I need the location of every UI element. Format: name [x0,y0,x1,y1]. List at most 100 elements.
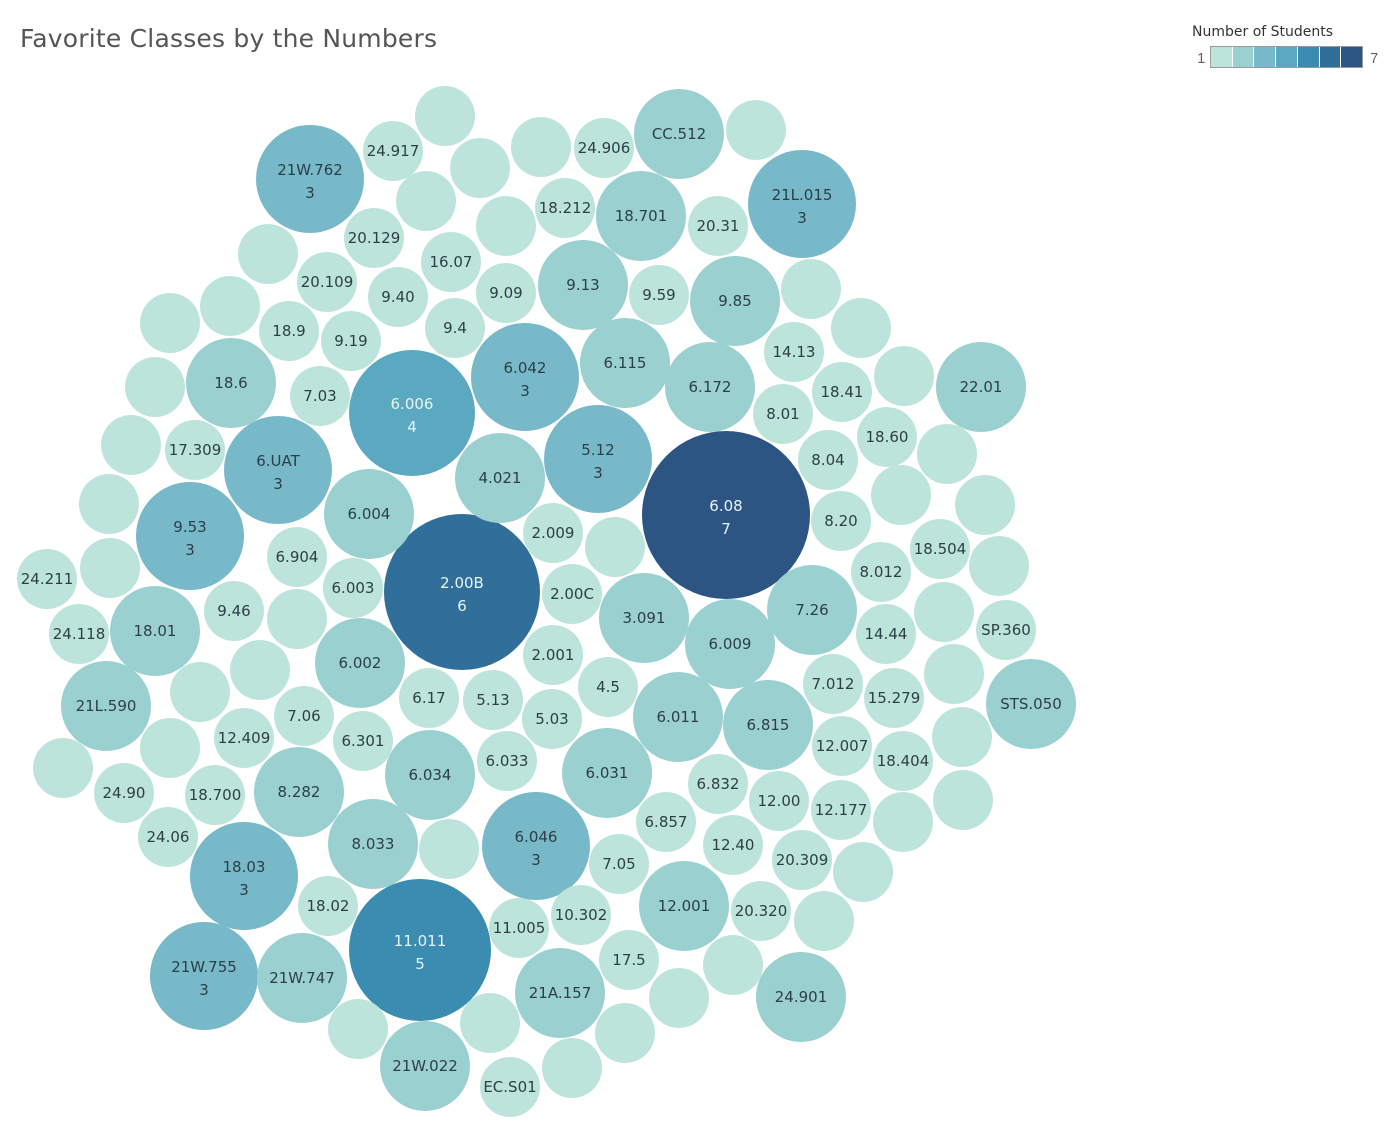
bubble[interactable] [578,657,638,717]
bubble[interactable] [633,672,723,762]
bubble[interactable] [857,407,917,467]
bubble[interactable] [856,604,916,664]
bubble[interactable] [874,346,934,406]
bubble[interactable] [450,138,510,198]
bubble[interactable] [138,807,198,867]
bubble[interactable] [955,475,1015,535]
bubble[interactable] [873,731,933,791]
bubble[interactable] [323,558,383,618]
bubble[interactable] [515,948,605,1038]
bubble[interactable] [703,815,763,875]
bubble[interactable] [349,350,475,476]
bubble[interactable] [396,171,456,231]
bubble[interactable] [415,86,475,146]
bubble[interactable] [165,420,225,480]
bubble[interactable] [871,465,931,525]
bubble[interactable] [914,582,974,642]
bubble[interactable] [873,792,933,852]
bubble[interactable] [476,196,536,256]
bubble[interactable] [812,716,872,776]
bubble[interactable] [756,952,846,1042]
bubble[interactable] [136,482,244,590]
bubble[interactable] [976,600,1036,660]
bubble[interactable] [851,542,911,602]
bubble[interactable] [186,338,276,428]
bubble[interactable] [110,586,200,676]
bubble[interactable] [910,519,970,579]
bubble[interactable] [150,922,258,1030]
bubble[interactable] [924,644,984,704]
bubble[interactable] [200,276,260,336]
bubble[interactable] [634,89,724,179]
bubble[interactable] [831,298,891,358]
bubble[interactable] [328,999,388,1059]
bubble[interactable] [254,747,344,837]
bubble[interactable] [690,256,780,346]
bubble[interactable] [333,711,393,771]
bubble[interactable] [585,517,645,577]
bubble[interactable] [482,792,590,900]
bubble[interactable] [257,933,347,1023]
bubble[interactable] [562,728,652,818]
bubble[interactable] [703,935,763,995]
bubble[interactable] [455,433,545,523]
bubble[interactable] [349,879,491,1021]
bubble[interactable] [384,514,540,670]
bubble[interactable] [685,599,775,689]
bubble[interactable] [535,178,595,238]
bubble[interactable] [140,718,200,778]
bubble[interactable] [33,738,93,798]
bubble[interactable] [688,754,748,814]
bubble[interactable] [794,891,854,951]
bubble[interactable] [267,589,327,649]
bubble[interactable] [230,640,290,700]
bubble[interactable] [749,771,809,831]
bubble[interactable] [812,362,872,422]
bubble[interactable] [544,405,652,513]
bubble[interactable] [298,876,358,936]
bubble[interactable] [94,763,154,823]
bubble[interactable] [140,293,200,353]
bubble[interactable] [480,1057,540,1117]
bubble[interactable] [328,799,418,889]
bubble[interactable] [463,670,523,730]
bubble[interactable] [363,121,423,181]
bubble[interactable] [596,171,686,261]
bubble[interactable] [726,100,786,160]
bubble[interactable] [932,707,992,767]
bubble[interactable] [642,431,810,599]
bubble[interactable] [125,357,185,417]
bubble[interactable] [767,565,857,655]
bubble[interactable] [636,792,696,852]
bubble[interactable] [803,654,863,714]
bubble[interactable] [811,780,871,840]
bubble[interactable] [522,689,582,749]
bubble[interactable] [324,469,414,559]
bubble[interactable] [80,538,140,598]
bubble[interactable] [471,323,579,431]
bubble[interactable] [811,491,871,551]
bubble[interactable] [917,424,977,484]
bubble[interactable] [321,311,381,371]
bubble[interactable] [753,384,813,444]
bubble[interactable] [344,208,404,268]
bubble[interactable] [421,232,481,292]
bubble[interactable] [833,842,893,902]
bubble[interactable] [399,668,459,728]
bubble[interactable] [315,618,405,708]
bubble[interactable] [101,415,161,475]
bubble[interactable] [933,770,993,830]
bubble[interactable] [629,265,689,325]
bubble[interactable] [368,267,428,327]
bubble[interactable] [425,298,485,358]
bubble[interactable] [731,881,791,941]
bubble[interactable] [748,150,856,258]
bubble[interactable] [259,301,319,361]
bubble[interactable] [649,968,709,1028]
bubble[interactable] [542,564,602,624]
bubble[interactable] [969,536,1029,596]
bubble[interactable] [688,196,748,256]
bubble[interactable] [214,708,274,768]
bubble[interactable] [511,117,571,177]
bubble[interactable] [489,898,549,958]
